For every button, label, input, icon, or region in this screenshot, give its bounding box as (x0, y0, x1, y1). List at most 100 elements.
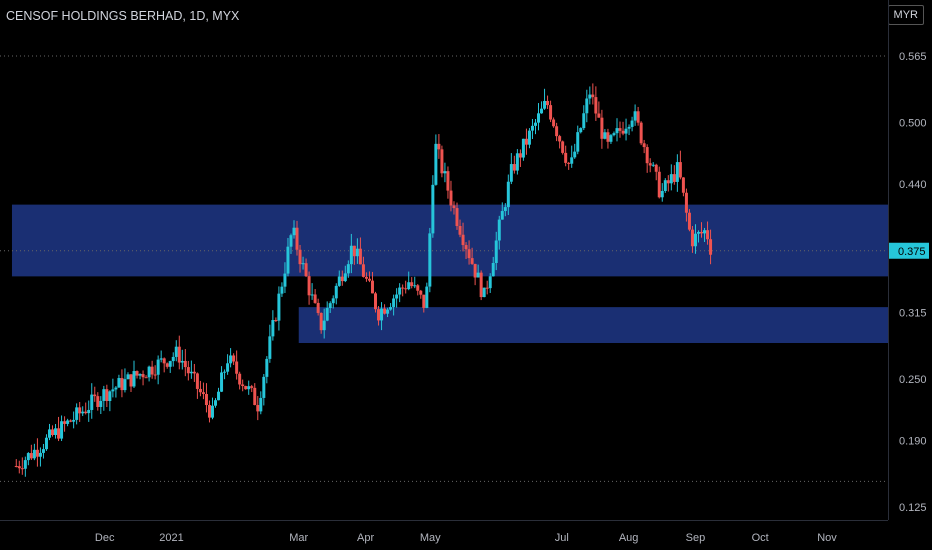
candle-body (29, 453, 33, 459)
candle-body (147, 366, 151, 378)
candle-body (509, 164, 513, 182)
candle-body (485, 287, 489, 289)
candle-body (437, 143, 441, 150)
candle-body (585, 98, 589, 114)
candle-body (57, 428, 61, 439)
candle-body (543, 100, 547, 109)
candle-body (521, 138, 525, 158)
candle-body (337, 276, 341, 286)
chart-title: CENSOF HOLDINGS BERHAD, 1D, MYX (6, 9, 240, 23)
candle-body (440, 149, 444, 174)
candle-body (506, 181, 510, 208)
candle-body (407, 282, 411, 290)
candle-body (358, 248, 362, 265)
candle-body (533, 122, 537, 126)
candle-body (301, 263, 305, 265)
candle-body (401, 287, 405, 289)
candle-body (111, 389, 115, 392)
candle-body (639, 122, 643, 144)
candle-body (334, 285, 338, 299)
candle-body (63, 421, 67, 424)
candle-body (603, 132, 607, 139)
candle-body (657, 171, 661, 198)
candle-body (159, 358, 163, 360)
candle-body (591, 94, 595, 98)
candle-body (102, 389, 106, 401)
candle-body (69, 420, 73, 422)
candle-body (681, 177, 685, 193)
candle-body (313, 294, 317, 303)
demand-zone-2 (298, 307, 888, 343)
candle-body (642, 143, 646, 148)
candle-body (648, 163, 652, 166)
candle-body (367, 278, 371, 281)
candle-body (207, 405, 211, 418)
candle-body (114, 387, 118, 390)
candle-body (503, 207, 507, 212)
candle-body (597, 113, 601, 118)
price-tick-label: 0.500 (899, 118, 927, 130)
candle-body (455, 208, 459, 226)
candle-body (316, 302, 320, 313)
candle-body (135, 371, 139, 376)
candle-body (600, 117, 604, 139)
candle-body (398, 287, 402, 295)
candle-body (470, 258, 474, 264)
candle-body (214, 400, 218, 406)
candle-body (343, 273, 347, 282)
time-tick-label: 2021 (159, 532, 183, 544)
candle-body (380, 308, 384, 321)
candle-body (582, 113, 586, 129)
candle-body (349, 245, 353, 265)
candle-body (210, 405, 214, 418)
candle-body (370, 280, 374, 294)
candle-body (23, 460, 27, 469)
last-price-badge (889, 242, 929, 259)
candle-body (304, 263, 308, 277)
candle-body (621, 130, 625, 134)
candle-body (38, 452, 42, 457)
candle-body (404, 288, 408, 290)
candle-body (265, 358, 269, 377)
candle-body (669, 174, 673, 184)
price-tick-label: 0.315 (899, 307, 927, 319)
candle-body (331, 298, 335, 304)
candle-body (540, 108, 544, 114)
candle-body (515, 153, 519, 171)
candle-body (527, 130, 531, 145)
time-tick-label: Nov (817, 532, 837, 544)
candle-body (482, 287, 486, 298)
candle-body (44, 437, 48, 450)
candle-body (165, 363, 169, 367)
candle-body (422, 294, 426, 308)
candle-body (201, 392, 205, 394)
candle-body (153, 374, 157, 376)
candle-body (189, 371, 193, 374)
candle-body (129, 374, 133, 387)
candle-body (244, 386, 248, 390)
candle-body (678, 162, 682, 178)
candle-body (576, 132, 580, 152)
candle-body (615, 128, 619, 134)
candle-body (286, 246, 290, 274)
candle-body (72, 419, 76, 422)
price-tick-label: 0.565 (899, 51, 927, 63)
candle-body (47, 429, 51, 438)
candle-body (518, 153, 522, 158)
candle-body (217, 391, 221, 401)
candle-body (464, 245, 468, 250)
candle-body (81, 411, 85, 414)
candle-body (250, 386, 254, 388)
candle-body (567, 162, 571, 164)
demand-zone-1 (11, 204, 889, 277)
candle-body (675, 162, 679, 182)
candle-body (32, 449, 36, 459)
candle-body (123, 379, 127, 391)
candle-body (235, 361, 239, 374)
candle-body (195, 373, 199, 389)
candle-body (17, 466, 21, 469)
candle-body (183, 360, 187, 368)
candle-body (594, 97, 598, 114)
candle-body (627, 126, 631, 129)
